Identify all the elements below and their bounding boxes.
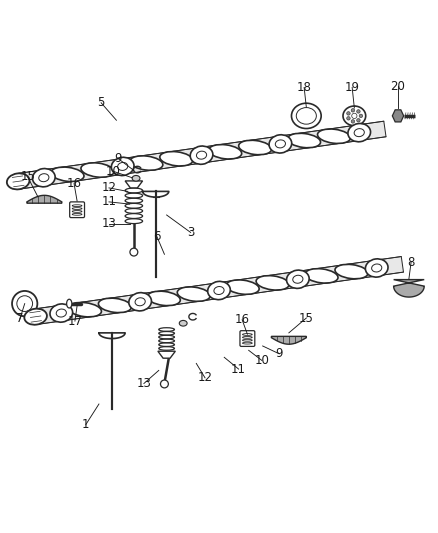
Text: 1: 1 — [82, 418, 90, 431]
Text: 3: 3 — [187, 226, 194, 239]
Ellipse shape — [99, 298, 131, 312]
Ellipse shape — [291, 103, 321, 128]
Ellipse shape — [286, 270, 309, 288]
Ellipse shape — [197, 151, 207, 159]
Circle shape — [357, 110, 360, 113]
Text: 11: 11 — [102, 196, 117, 208]
Ellipse shape — [288, 133, 321, 148]
Ellipse shape — [132, 175, 140, 181]
Text: 10: 10 — [106, 165, 121, 178]
Ellipse shape — [111, 157, 134, 175]
Text: 15: 15 — [20, 171, 35, 183]
Polygon shape — [158, 351, 175, 358]
Text: 6: 6 — [153, 230, 161, 243]
Ellipse shape — [50, 304, 73, 322]
Ellipse shape — [179, 320, 187, 326]
Text: 13: 13 — [137, 377, 152, 390]
Circle shape — [352, 113, 357, 118]
Polygon shape — [99, 333, 125, 338]
Polygon shape — [272, 336, 306, 344]
Text: 18: 18 — [297, 81, 311, 94]
Polygon shape — [27, 195, 62, 203]
Polygon shape — [392, 110, 404, 122]
Text: 10: 10 — [254, 354, 269, 367]
Polygon shape — [17, 121, 386, 189]
FancyBboxPatch shape — [70, 202, 85, 217]
Ellipse shape — [343, 106, 366, 126]
Ellipse shape — [51, 167, 84, 182]
Ellipse shape — [25, 309, 47, 325]
Text: 12: 12 — [198, 372, 212, 384]
Ellipse shape — [365, 259, 388, 277]
Text: 7: 7 — [16, 312, 24, 325]
Text: 5: 5 — [97, 96, 105, 109]
Circle shape — [351, 109, 355, 112]
Ellipse shape — [318, 129, 350, 143]
FancyBboxPatch shape — [240, 330, 255, 346]
Text: 19: 19 — [345, 81, 360, 94]
Polygon shape — [394, 280, 424, 297]
Ellipse shape — [335, 264, 368, 279]
Ellipse shape — [12, 291, 37, 316]
Text: 9: 9 — [114, 152, 121, 165]
Text: 8: 8 — [407, 256, 415, 269]
Ellipse shape — [130, 156, 163, 170]
Ellipse shape — [67, 299, 72, 308]
Ellipse shape — [190, 146, 213, 164]
Polygon shape — [125, 181, 143, 188]
Text: 11: 11 — [231, 362, 246, 376]
Ellipse shape — [214, 287, 224, 295]
Polygon shape — [143, 191, 169, 197]
Ellipse shape — [226, 280, 259, 294]
Ellipse shape — [117, 163, 128, 171]
Circle shape — [347, 111, 350, 115]
Ellipse shape — [296, 108, 316, 124]
Ellipse shape — [7, 173, 29, 189]
Ellipse shape — [348, 124, 371, 142]
Ellipse shape — [177, 287, 210, 301]
Ellipse shape — [56, 309, 67, 317]
Ellipse shape — [239, 140, 272, 155]
Ellipse shape — [305, 269, 338, 283]
Ellipse shape — [208, 144, 242, 159]
Ellipse shape — [354, 128, 364, 136]
Ellipse shape — [276, 140, 286, 148]
Ellipse shape — [293, 275, 303, 283]
Circle shape — [130, 248, 138, 256]
Ellipse shape — [68, 302, 102, 317]
Ellipse shape — [32, 168, 55, 187]
Text: 9: 9 — [276, 348, 283, 360]
Text: 16: 16 — [235, 313, 250, 326]
Text: 13: 13 — [102, 217, 117, 230]
Circle shape — [160, 380, 168, 388]
Ellipse shape — [147, 291, 180, 305]
Ellipse shape — [256, 276, 289, 290]
Polygon shape — [35, 256, 403, 325]
Ellipse shape — [160, 151, 193, 166]
Ellipse shape — [371, 264, 382, 272]
Circle shape — [359, 114, 363, 118]
Ellipse shape — [208, 281, 230, 300]
Text: 17: 17 — [67, 314, 82, 328]
Circle shape — [347, 117, 350, 120]
Ellipse shape — [17, 296, 32, 311]
Text: 20: 20 — [391, 79, 406, 93]
Text: 15: 15 — [299, 311, 314, 325]
Ellipse shape — [269, 135, 292, 153]
Ellipse shape — [39, 174, 49, 182]
Ellipse shape — [81, 163, 114, 177]
Circle shape — [357, 118, 360, 122]
Text: 12: 12 — [102, 181, 117, 195]
Circle shape — [351, 119, 355, 123]
Ellipse shape — [135, 298, 145, 306]
Text: 16: 16 — [67, 177, 81, 190]
Ellipse shape — [129, 293, 152, 311]
